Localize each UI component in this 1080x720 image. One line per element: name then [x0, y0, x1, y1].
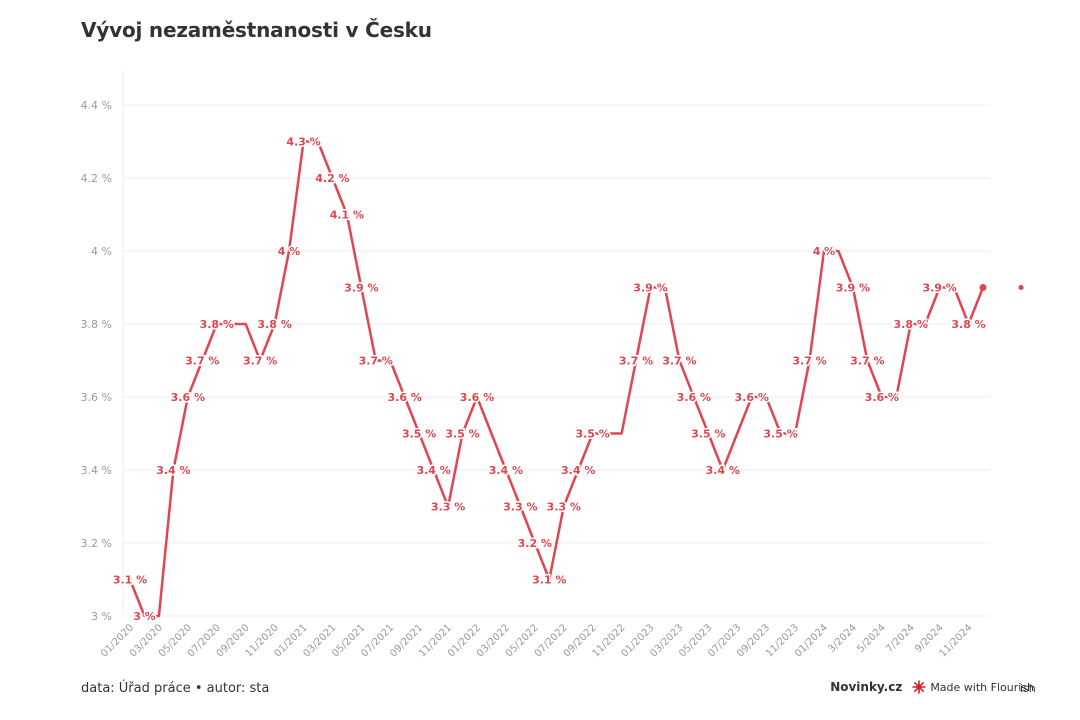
y-tick-label: 4 % — [91, 245, 112, 258]
y-tick-label: 3.8 % — [81, 318, 112, 331]
data-label: 3.7 % — [792, 355, 826, 368]
data-label: 3.8 % — [257, 318, 291, 331]
data-label: 3.1 % — [113, 574, 147, 587]
x-tick-label: 7/2024 — [884, 622, 917, 655]
data-label: 3 % — [133, 610, 156, 623]
data-label: 3.8 % — [894, 318, 928, 331]
data-label: 3.5 % — [691, 428, 725, 441]
flourish-icon — [912, 680, 927, 694]
data-label: 3.6 % — [677, 391, 711, 404]
data-label: 3.6 % — [388, 391, 422, 404]
series-line — [128, 140, 985, 618]
data-label: 3.9 % — [836, 282, 870, 295]
x-axis-ticks: 01/202003/202005/202007/202009/202011/20… — [99, 622, 975, 659]
y-tick-label: 4.2 % — [81, 172, 112, 185]
data-label: 4 % — [278, 245, 301, 258]
source-note: data: Úřad práce • autor: sta — [81, 681, 270, 696]
data-label: 3.7 % — [185, 355, 219, 368]
data-label: 3.7 % — [662, 355, 696, 368]
y-tick-label: 4.4 % — [81, 99, 112, 112]
data-label: 4.2 % — [315, 172, 349, 185]
data-label: 3.3 % — [431, 501, 465, 514]
y-tick-label: 3.2 % — [81, 537, 112, 550]
data-label: 3.7 % — [619, 355, 653, 368]
x-tick-label: 3/2024 — [826, 622, 859, 655]
data-label: 3.8 % — [200, 318, 234, 331]
data-label: 3.9 % — [633, 282, 667, 295]
data-label: 3.1 % — [532, 574, 566, 587]
data-label: 3.4 % — [706, 464, 740, 477]
data-label: 3.4 % — [561, 464, 595, 477]
y-tick-label: 3.6 % — [81, 391, 112, 404]
footer-credits: Novinky.cz Made with Flourish — [830, 680, 1034, 694]
clipped-credit-text: ish — [1020, 682, 1036, 695]
data-label: 3.2 % — [518, 537, 552, 550]
data-label: 3.6 % — [865, 391, 899, 404]
data-label: 4.3 % — [286, 136, 320, 149]
x-tick-label: 5/2024 — [855, 622, 888, 655]
data-label: 3.7 % — [243, 355, 277, 368]
last-point-marker — [979, 284, 987, 291]
data-label: 3.9 % — [922, 282, 956, 295]
data-label: 3.3 % — [503, 501, 537, 514]
data-labels: 3.1 % 3 % 3.4 % 3.6 % 3.7 % 3.8 % 3.7 % 3.8 % 4 … — [111, 134, 987, 625]
chart-title: Vývoj nezaměstnanosti v Česku — [81, 18, 432, 42]
y-tick-label: 3 % — [91, 610, 112, 623]
data-label: 3.4 % — [156, 464, 190, 477]
data-label: 3.4 % — [416, 464, 450, 477]
y-tick-label: 3.4 % — [81, 464, 112, 477]
data-label: 3.5 % — [575, 428, 609, 441]
made-with-flourish-label: Made with Flourish — [930, 680, 1034, 694]
data-label: 3.5 % — [445, 428, 479, 441]
data-label: 3.3 % — [547, 501, 581, 514]
data-label: 4.1 % — [330, 209, 364, 222]
data-label: 3.8 % — [951, 318, 985, 331]
data-label: 3.5 % — [402, 428, 436, 441]
clipped-point-marker — [1018, 285, 1024, 290]
data-label: 3.6 % — [735, 391, 769, 404]
data-label: 3.4 % — [489, 464, 523, 477]
data-label: 3.5 % — [763, 428, 797, 441]
data-label: 3.7 % — [359, 355, 393, 368]
data-label: 3.6 % — [171, 391, 205, 404]
data-label: 3.9 % — [344, 282, 378, 295]
data-label: 3.7 % — [850, 355, 884, 368]
data-label: 3.6 % — [460, 391, 494, 404]
markers — [979, 284, 1024, 291]
made-with-flourish[interactable]: Made with Flourish — [912, 680, 1034, 694]
brand-logo[interactable]: Novinky.cz — [830, 680, 903, 694]
y-axis-ticks: 3 % 3.2 % 3.4 % 3.6 % 3.8 % 4 % 4.2 % 4.4 % — [81, 99, 112, 623]
data-label: 4 % — [813, 245, 836, 258]
